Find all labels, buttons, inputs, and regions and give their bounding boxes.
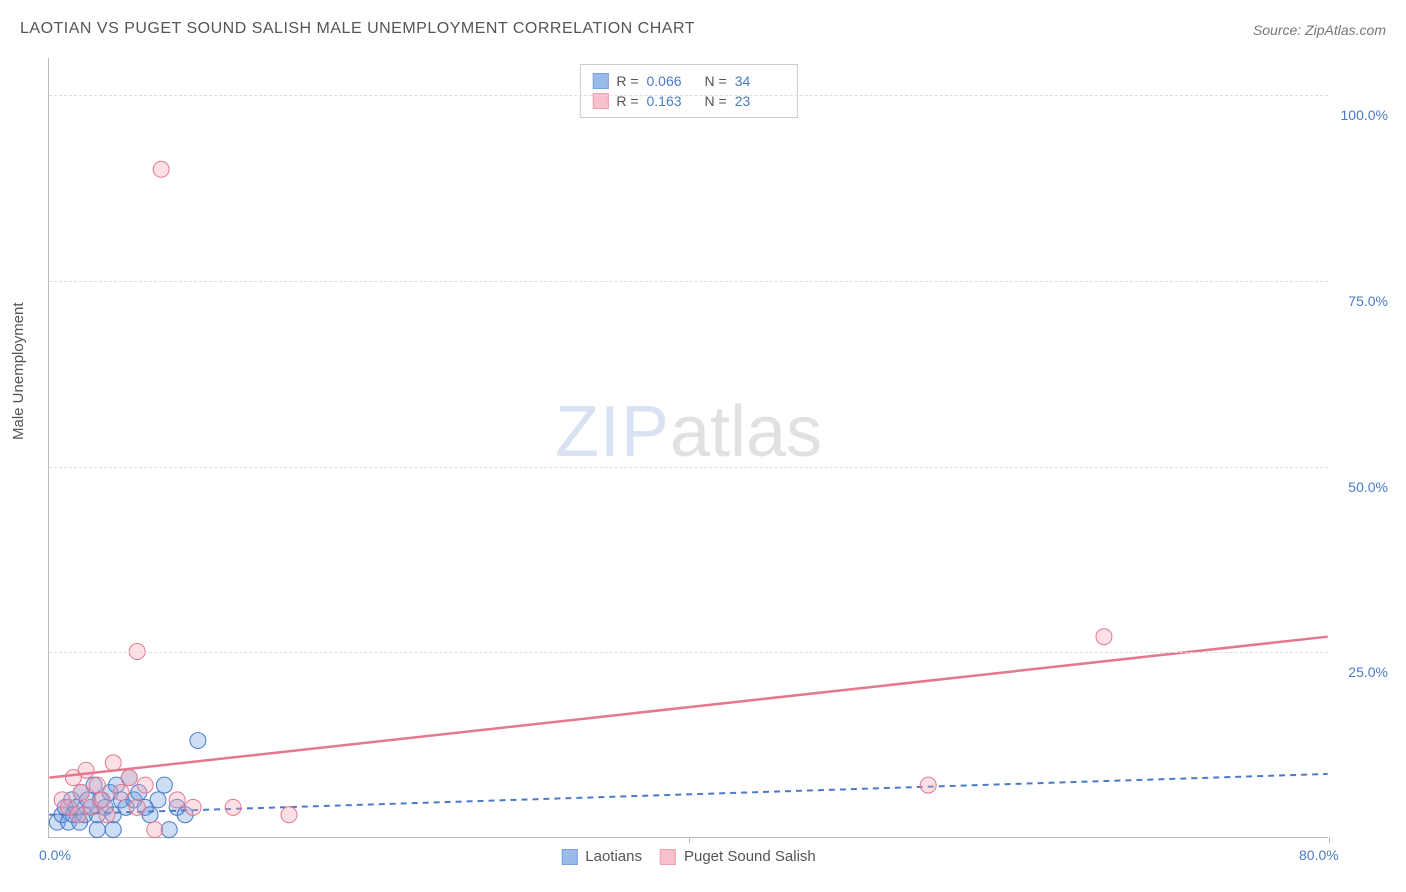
source-label: Source: ZipAtlas.com <box>1253 22 1386 38</box>
scatter-svg <box>49 58 1328 837</box>
data-point <box>105 822 121 838</box>
data-point <box>99 807 115 823</box>
gridline <box>49 281 1328 282</box>
legend-swatch <box>592 73 608 89</box>
data-point <box>89 777 105 793</box>
x-tick <box>689 837 690 843</box>
legend-n-label: N = <box>705 73 727 89</box>
gridline <box>49 95 1328 96</box>
data-point <box>105 755 121 771</box>
data-point <box>190 733 206 749</box>
y-tick-label: 25.0% <box>1348 664 1388 680</box>
chart-title: LAOTIAN VS PUGET SOUND SALISH MALE UNEMP… <box>20 20 695 38</box>
legend-item: Puget Sound Salish <box>660 848 816 865</box>
gridline <box>49 467 1328 468</box>
x-tick-label: 0.0% <box>39 847 71 863</box>
legend-r-value: 0.066 <box>647 73 697 89</box>
legend-row: R =0.163N =23 <box>592 91 784 111</box>
data-point <box>129 799 145 815</box>
legend-r-label: R = <box>616 73 638 89</box>
data-point <box>153 161 169 177</box>
legend-item: Laotians <box>561 848 642 865</box>
y-axis-label: Male Unemployment <box>10 302 27 440</box>
data-point <box>169 792 185 808</box>
legend-swatch <box>660 849 676 865</box>
data-point <box>89 822 105 838</box>
data-point <box>185 799 201 815</box>
data-point <box>281 807 297 823</box>
legend-row: R = 0.066 N = 34 <box>592 71 784 91</box>
legend-n-value: 34 <box>735 73 785 89</box>
series-legend: Laotians Puget Sound Salish <box>561 848 815 865</box>
legend-series-name: Puget Sound Salish <box>684 848 816 865</box>
y-tick-label: 50.0% <box>1348 479 1388 495</box>
data-point <box>137 777 153 793</box>
data-point <box>920 777 936 793</box>
data-point <box>121 770 137 786</box>
x-tick <box>1329 837 1330 843</box>
y-tick-label: 75.0% <box>1348 293 1388 309</box>
legend-series-name: Laotians <box>585 848 642 865</box>
data-point <box>73 784 89 800</box>
data-point <box>1096 629 1112 645</box>
x-tick-label: 80.0% <box>1299 847 1339 863</box>
trend-line <box>49 637 1327 778</box>
data-point <box>150 792 166 808</box>
legend-swatch <box>561 849 577 865</box>
data-point <box>156 777 172 793</box>
data-point <box>78 762 94 778</box>
correlation-legend: R = 0.066 N = 34 R =0.163N =23 <box>579 64 797 118</box>
data-point <box>161 822 177 838</box>
data-point <box>147 822 163 838</box>
data-point <box>225 799 241 815</box>
data-point <box>113 784 129 800</box>
data-point <box>94 792 110 808</box>
plot-area: ZIPatlas R =0.066N =34R =0.163N =23 Laot… <box>48 58 1328 838</box>
gridline <box>49 652 1328 653</box>
y-tick-label: 100.0% <box>1341 107 1388 123</box>
